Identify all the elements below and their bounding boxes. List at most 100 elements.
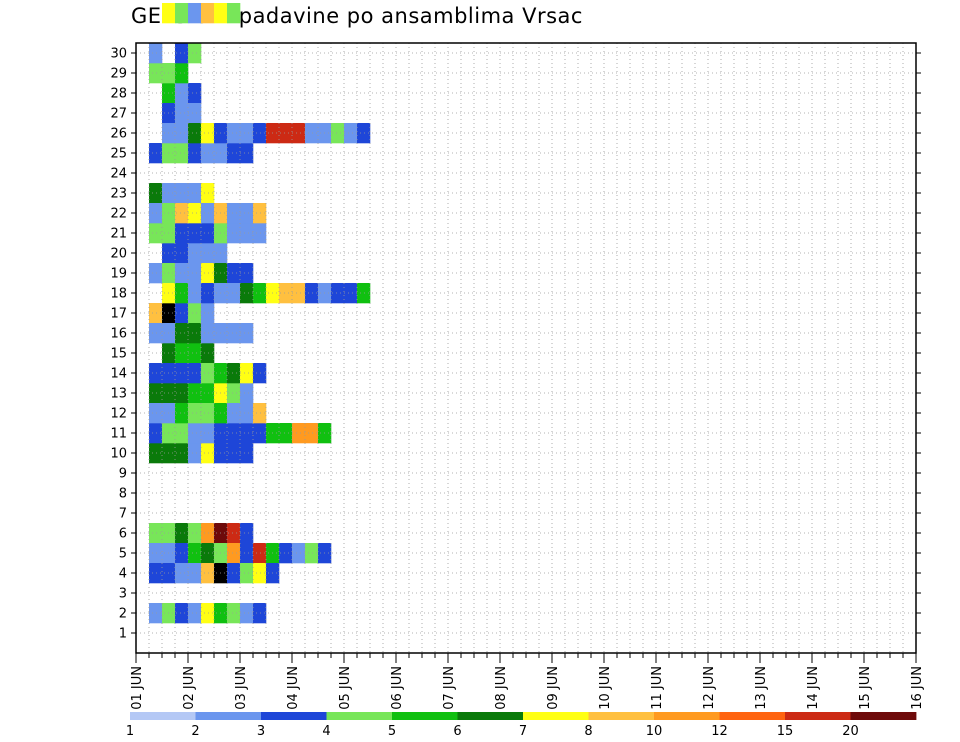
y-tick-label: 5 bbox=[119, 547, 127, 562]
heatmap-cell bbox=[149, 263, 163, 284]
heatmap-cell bbox=[149, 423, 163, 444]
heatmap-cell bbox=[201, 443, 215, 464]
heatmap-cell bbox=[201, 183, 215, 204]
heatmap-cell bbox=[344, 123, 358, 144]
heatmap-cell bbox=[227, 403, 241, 424]
heatmap-cell bbox=[188, 603, 202, 624]
heatmap-cell bbox=[188, 403, 202, 424]
heatmap-cell bbox=[188, 343, 202, 364]
heatmap-cell bbox=[305, 543, 319, 564]
heatmap-cell bbox=[175, 383, 189, 404]
legend-label: 5 bbox=[388, 724, 396, 739]
heatmap-cell bbox=[175, 543, 189, 564]
heatmap-cell bbox=[227, 3, 241, 24]
heatmap-cell bbox=[227, 563, 241, 584]
heatmap-cell bbox=[253, 563, 267, 584]
heatmap-cell bbox=[253, 123, 267, 144]
heatmap-cell bbox=[201, 203, 215, 224]
y-tick-label: 19 bbox=[110, 267, 127, 282]
y-tick-label: 14 bbox=[110, 367, 127, 382]
heatmap-cell bbox=[240, 403, 254, 424]
legend-label: 15 bbox=[777, 724, 794, 739]
y-tick-label: 23 bbox=[110, 187, 127, 202]
heatmap-cell bbox=[149, 183, 163, 204]
heatmap-cell bbox=[188, 3, 202, 24]
legend-label: 12 bbox=[711, 724, 728, 739]
heatmap-cell bbox=[149, 223, 163, 244]
x-tick-label: 03 JUN bbox=[234, 666, 249, 710]
heatmap-cell bbox=[227, 423, 241, 444]
heatmap-cell bbox=[188, 103, 202, 124]
heatmap-cell bbox=[188, 223, 202, 244]
heatmap-cell bbox=[175, 223, 189, 244]
heatmap-cell bbox=[149, 323, 163, 344]
heatmap-cell bbox=[175, 423, 189, 444]
legend-label: 3 bbox=[257, 724, 265, 739]
heatmap-cell bbox=[149, 143, 163, 164]
heatmap-cell bbox=[149, 603, 163, 624]
heatmap-cell bbox=[253, 203, 267, 224]
heatmap-cell bbox=[305, 283, 319, 304]
y-tick-label: 17 bbox=[110, 307, 127, 322]
y-tick-label: 2 bbox=[119, 607, 127, 622]
y-tick-label: 18 bbox=[110, 287, 127, 302]
heatmap-cell bbox=[279, 123, 293, 144]
y-tick-label: 28 bbox=[110, 87, 127, 102]
heatmap-cell bbox=[201, 563, 215, 584]
heatmap-cell bbox=[279, 543, 293, 564]
heatmap-cell bbox=[201, 603, 215, 624]
heatmap-cell bbox=[188, 303, 202, 324]
heatmap-cell bbox=[240, 383, 254, 404]
heatmap-cell bbox=[188, 83, 202, 104]
heatmap-cell bbox=[305, 423, 319, 444]
heatmap-cell bbox=[240, 423, 254, 444]
y-tick-label: 26 bbox=[110, 127, 127, 142]
heatmap-cell bbox=[292, 423, 306, 444]
legend-swatch bbox=[719, 712, 786, 720]
y-tick-label: 16 bbox=[110, 327, 127, 342]
x-tick-label: 14 JUN bbox=[806, 666, 821, 710]
y-tick-label: 13 bbox=[110, 387, 127, 402]
heatmap-cell bbox=[253, 283, 267, 304]
legend-swatch bbox=[785, 712, 851, 720]
legend-swatch bbox=[130, 712, 196, 720]
heatmap-cell bbox=[175, 363, 189, 384]
heatmap-cell bbox=[201, 403, 215, 424]
heatmap-cell bbox=[292, 123, 306, 144]
heatmap-cell bbox=[227, 523, 241, 544]
y-tick-label: 20 bbox=[110, 247, 127, 262]
heatmap-cell bbox=[175, 83, 189, 104]
legend-label: 6 bbox=[453, 724, 461, 739]
heatmap-cell bbox=[253, 543, 267, 564]
x-tick-label: 01 JUN bbox=[130, 666, 145, 710]
y-tick-label: 7 bbox=[119, 507, 127, 522]
heatmap-cell bbox=[175, 203, 189, 224]
y-tick-label: 9 bbox=[119, 467, 127, 482]
heatmap-cell bbox=[188, 443, 202, 464]
heatmap-cell bbox=[240, 263, 254, 284]
heatmap-cell bbox=[149, 43, 163, 64]
heatmap-cell bbox=[227, 443, 241, 464]
heatmap-cell bbox=[240, 603, 254, 624]
y-tick-label: 30 bbox=[110, 47, 127, 62]
y-tick-label: 6 bbox=[119, 527, 127, 542]
heatmap-cell bbox=[201, 523, 215, 544]
heatmap-cell bbox=[188, 323, 202, 344]
heatmap-cell bbox=[175, 403, 189, 424]
y-tick-label: 12 bbox=[110, 407, 127, 422]
heatmap-cell bbox=[227, 143, 241, 164]
legend-swatch bbox=[195, 712, 262, 720]
heatmap-cell bbox=[227, 123, 241, 144]
legend-label: 2 bbox=[191, 724, 199, 739]
heatmap-cell bbox=[188, 383, 202, 404]
heatmap-cell bbox=[201, 3, 215, 24]
legend-swatch bbox=[261, 712, 327, 720]
legend-swatch bbox=[326, 712, 393, 720]
heatmap-cell bbox=[188, 283, 202, 304]
heatmap-cell bbox=[175, 303, 189, 324]
heatmap-cell bbox=[175, 523, 189, 544]
y-axis: 1234567891011121314151617181920212223242… bbox=[110, 47, 921, 642]
x-tick-label: 07 JUN bbox=[442, 666, 457, 710]
y-tick-label: 8 bbox=[119, 487, 127, 502]
